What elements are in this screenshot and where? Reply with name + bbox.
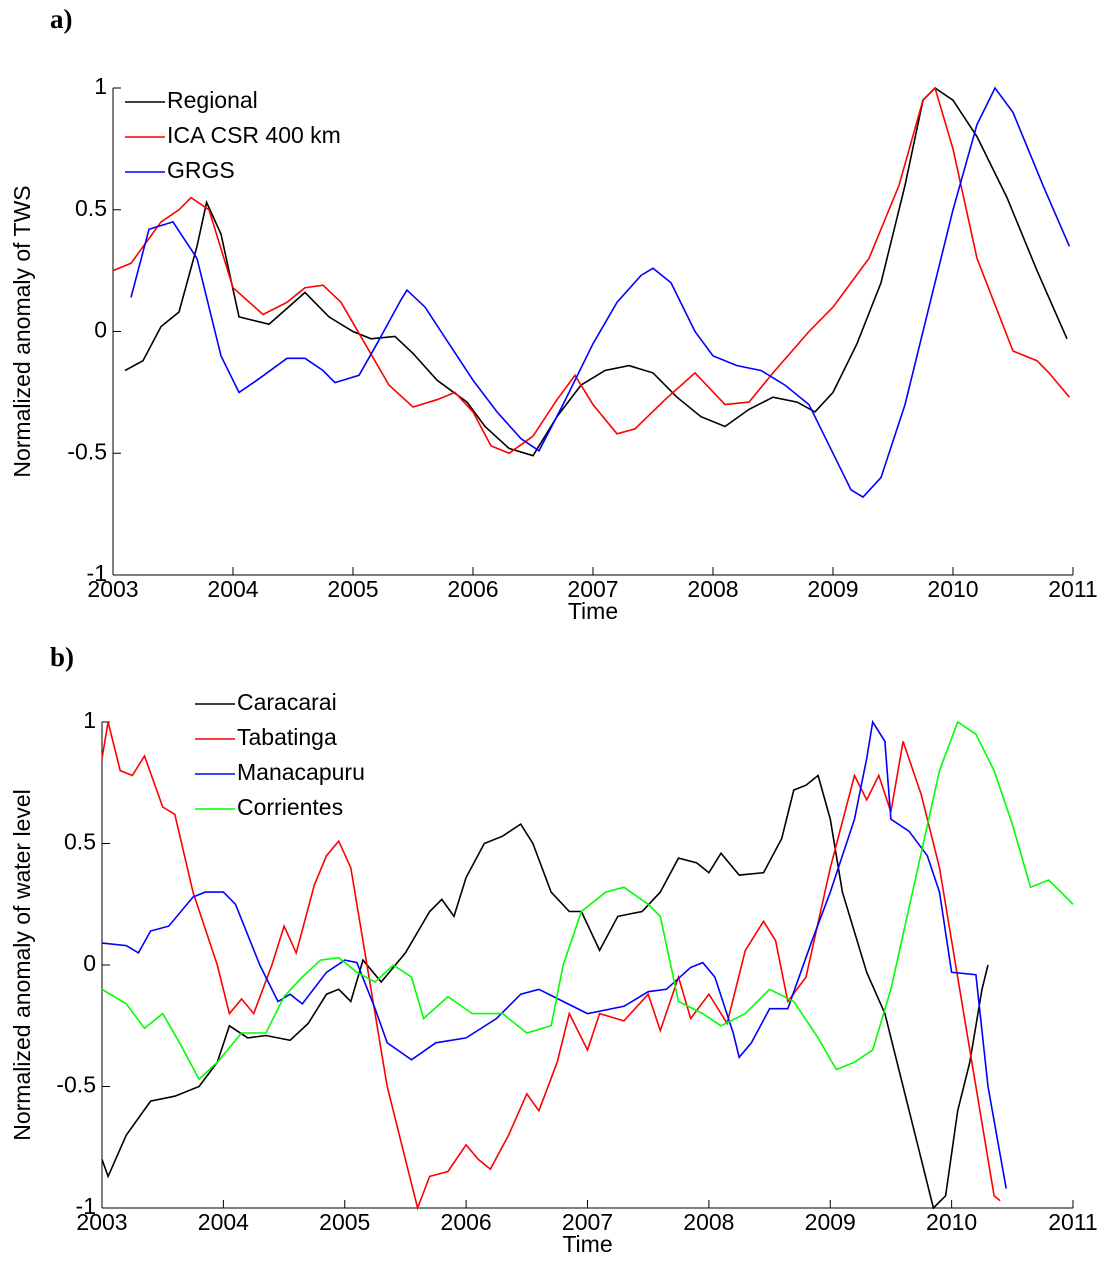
x-axis-label: Time <box>562 1231 612 1257</box>
x-tick-label: 2010 <box>927 576 978 602</box>
x-tick-label: 2005 <box>319 1209 370 1235</box>
y-tick-label: -1 <box>76 1193 96 1219</box>
y-axis-label: Normalized anomaly of water level <box>9 789 35 1141</box>
legend-label: Tabatinga <box>237 724 337 750</box>
x-tick-label: 2003 <box>76 1209 127 1235</box>
x-tick-label: 2007 <box>562 1209 613 1235</box>
y-tick-label: 0 <box>83 950 96 976</box>
series-line <box>130 86 1071 499</box>
x-tick-label: 2011 <box>1048 576 1097 602</box>
legend-label: ICA CSR 400 km <box>167 122 341 148</box>
x-tick-label: 2006 <box>447 576 498 602</box>
x-tick-label: 2008 <box>687 576 738 602</box>
y-tick-label: 1 <box>94 73 107 99</box>
series-line <box>101 721 1001 1211</box>
y-tick-label: -0.5 <box>56 1072 96 1098</box>
legend-label: Regional <box>167 87 258 113</box>
y-tick-label: 0.5 <box>75 195 107 221</box>
x-tick-label: 2005 <box>327 576 378 602</box>
x-axis-label: Time <box>568 598 618 624</box>
x-tick-label: 2008 <box>683 1209 734 1235</box>
y-tick-label: 0.5 <box>64 829 96 855</box>
legend-label: Manacapuru <box>237 759 365 785</box>
y-tick-label: 0 <box>94 317 107 343</box>
legend-label: Caracarai <box>237 689 337 715</box>
series-line <box>101 774 989 1210</box>
x-tick-label: 2004 <box>207 576 258 602</box>
x-tick-label: 2010 <box>926 1209 977 1235</box>
series-line <box>101 720 1074 1081</box>
y-axis-label: Normalized anomaly of TWS <box>9 185 35 477</box>
x-tick-label: 2009 <box>807 576 858 602</box>
legend-label: GRGS <box>167 157 235 183</box>
x-tick-label: 2009 <box>805 1209 856 1235</box>
y-tick-label: 1 <box>83 707 96 733</box>
series-line <box>101 719 1007 1189</box>
x-tick-label: 2003 <box>87 576 138 602</box>
legend-label: Corrientes <box>237 794 343 820</box>
x-tick-label: 2011 <box>1048 1209 1097 1235</box>
panel-label: a) <box>50 4 73 34</box>
x-tick-label: 2006 <box>441 1209 492 1235</box>
x-tick-label: 2007 <box>567 576 618 602</box>
series-line <box>112 86 1071 455</box>
panel-label: b) <box>50 642 74 672</box>
x-tick-label: 2004 <box>198 1209 249 1235</box>
y-tick-label: -0.5 <box>67 438 107 464</box>
y-tick-label: -1 <box>87 560 107 586</box>
